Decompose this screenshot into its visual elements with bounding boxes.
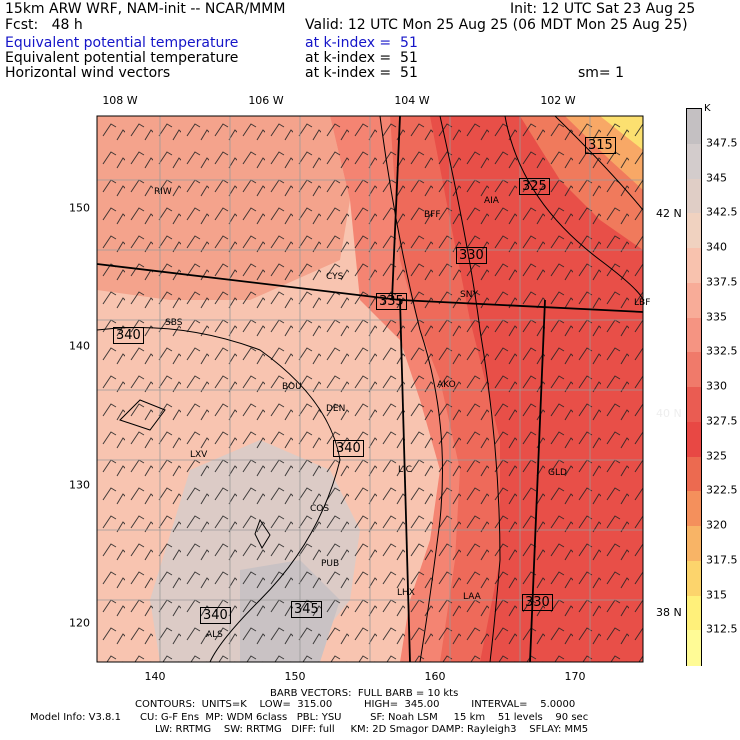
colorbar-tick-label: 342.5 [706,205,738,219]
contour-label-330: 330 [522,594,553,611]
colorbar [686,108,702,666]
colorbar-segment [687,595,701,631]
colorbar-tick-label: 320 [706,518,727,532]
contour-info: CONTOURS: UNITS=K LOW= 315.00 HIGH= 345.… [135,699,576,710]
colorbar-tick-label: 315 [706,588,727,601]
colorbar-tick-label: 337.5 [706,275,738,289]
colorbar-segment [687,630,701,666]
colorbar-tick-label: 322.5 [706,483,738,497]
smoothing-label: sm= 1 [578,65,625,81]
station-bou: BOU [282,382,302,392]
station-cys: CYS [326,272,344,282]
grid-x-tick-150: 150 [284,670,306,683]
grid-y-tick-150: 150 [69,201,90,215]
colorbar-segment [687,317,701,353]
station-riw: RIW [154,187,172,197]
contour-label-340: 340 [113,327,144,344]
grid-y-tick-130: 130 [69,478,90,492]
colorbar-tick-label: 347.5 [706,136,738,150]
station-bff: BFF [424,210,441,220]
contour-label-330: 330 [456,247,487,264]
colorbar-tick-label: 330 [706,379,727,393]
grid-x-tick-140: 140 [144,670,166,683]
contour-label-340: 340 [333,440,364,457]
station-als: ALS [206,630,223,640]
model-info: Model Info: V3.8.1 CU: G-F Ens MP: WDM 6… [30,712,589,723]
grid-y-tick-140: 140 [69,339,90,353]
station-sbs: SBS [165,318,183,328]
colorbar-unit: K [704,103,711,114]
contour-label-345: 345 [291,601,322,618]
grid-x-tick-160: 160 [424,670,446,683]
colorbar-segment [687,421,701,457]
field-row-1-name: Equivalent potential temperature [5,35,239,51]
station-lic: LIC [398,465,412,475]
grid-y-tick-120: 120 [69,616,90,630]
station-den: DEN [326,404,346,414]
map-frame [96,115,644,663]
county-boundaries [97,116,643,662]
colorbar-tick-label: 335 [706,310,727,323]
colorbar-segment [687,178,701,214]
field-row-3-name: Horizontal wind vectors [5,65,171,81]
colorbar-tick-label: 325 [706,449,727,462]
station-ako: AKO [437,380,456,390]
theta-e-contours [97,116,643,662]
contour-label-340: 340 [200,607,231,624]
colorbar-tick-label: 317.5 [706,553,738,567]
colorbar-tick-label: 327.5 [706,414,738,428]
lon-tick-106w: 106 W [248,94,284,107]
station-lxv: LXV [190,450,208,460]
colorbar-segment [687,248,701,284]
lat-tick-42n: 42 N [656,207,682,220]
colorbar-segment [687,491,701,527]
colorbar-segment [687,109,701,145]
colorbar-tick-label: 312.5 [706,622,738,636]
station-pub: PUB [321,559,340,569]
lat-tick-38n: 38 N [656,606,682,619]
colorbar-tick-label: 340 [706,240,727,254]
station-sny: SNY [460,290,478,300]
valid-time: Valid: 12 UTC Mon 25 Aug 25 (06 MDT Mon … [305,17,688,33]
station-gld: GLD [548,468,567,478]
field-row-2-level: at k-index = 51 [305,50,418,66]
state-boundaries [97,116,643,662]
physics-info: LW: RRTMG SW: RRTMG DIFF: full KM: 2D Sm… [155,724,589,735]
colorbar-segment [687,352,701,388]
forecast-hour: Fcst: 48 h [5,17,83,33]
barb-legend: BARB VECTORS: FULL BARB = 10 kts [270,688,459,699]
lon-tick-104w: 104 W [394,94,430,107]
colorbar-segment [687,282,701,318]
field-row-1-level: at k-index = 51 [305,35,418,51]
grid-x-tick-170: 170 [564,670,586,683]
field-row-3-level: at k-index = 51 [305,65,418,81]
lon-tick-102w: 102 W [540,94,576,107]
colorbar-segment [687,526,701,562]
station-cos: COS [310,504,330,514]
colorbar-segment [687,456,701,492]
station-lhx: LHX [397,588,415,598]
colorbar-segment [687,387,701,423]
colorbar-segment [687,143,701,179]
colorbar-segment [687,213,701,249]
station-laa: LAA [463,592,481,602]
contour-label-315: 315 [585,137,616,154]
contour-label-335: 335 [376,293,407,310]
field-row-2-name: Equivalent potential temperature [5,50,239,66]
lat-tick-40n: 40 N [656,407,682,420]
colorbar-tick-label: 345 [706,171,727,184]
model-title: 15km ARW WRF, NAM-init -- NCAR/MMM [5,1,286,17]
colorbar-tick-label: 332.5 [706,344,738,358]
station-lbf: LBF [634,298,651,308]
colorbar-segment [687,560,701,596]
contour-label-325: 325 [519,178,550,195]
station-aia: AIA [484,196,499,206]
init-time: Init: 12 UTC Sat 23 Aug 25 [510,1,696,17]
lon-tick-108w: 108 W [102,94,138,107]
